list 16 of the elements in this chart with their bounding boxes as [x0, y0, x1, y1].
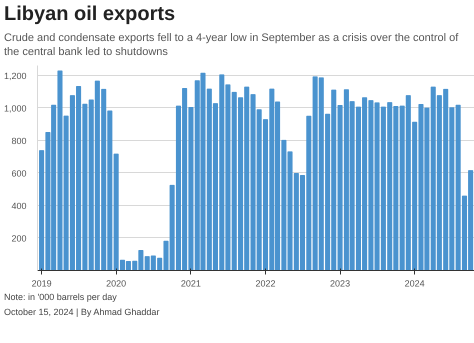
chart-subtitle: Crude and condensate exports fell to a 4-year low in September as a crisis over the control of the central bank led to shutdowns	[4, 30, 460, 60]
x-tick-label: 2020	[106, 278, 126, 289]
y-tick-label: 1,200	[4, 70, 27, 81]
text: October 15, 2024 | By Ahmad Ghaddar	[4, 306, 160, 319]
y-tick-label: 1,000	[4, 103, 27, 114]
y-tick-label: 600	[11, 168, 27, 179]
x-tick-label: 2021	[180, 278, 201, 289]
y-tick-label: 200	[11, 234, 27, 244]
x-tick-label: 2019	[32, 278, 52, 289]
chart-title: Libyan oil exports	[4, 2, 176, 27]
y-tick-label: 400	[11, 201, 27, 212]
y-tick-label: 800	[11, 136, 27, 146]
text: Note: in '000 barrels per day	[4, 291, 117, 304]
x-tick-label: 2023	[330, 278, 350, 289]
x-tick-label: 2022	[255, 278, 276, 289]
x-tick-label: 2024	[404, 278, 425, 289]
